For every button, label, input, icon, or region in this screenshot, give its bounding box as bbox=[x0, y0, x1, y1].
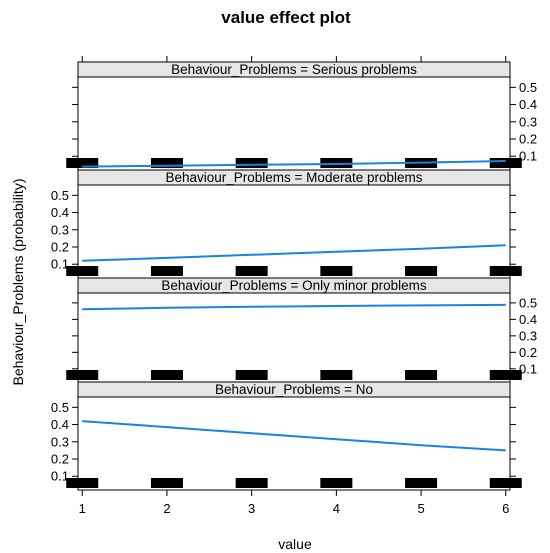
y-tick-label: 0.2 bbox=[51, 452, 69, 467]
y-tick-label: 0.5 bbox=[51, 188, 69, 203]
rug-mark bbox=[489, 158, 522, 168]
x-axis-label: value bbox=[278, 536, 312, 552]
rug-mark bbox=[150, 266, 183, 276]
y-tick-label: 0.4 bbox=[51, 205, 69, 220]
panel-frame bbox=[77, 61, 511, 171]
x-tick-label: 3 bbox=[248, 501, 255, 516]
y-tick-label: 0.1 bbox=[51, 257, 69, 272]
panel-strip bbox=[77, 381, 511, 398]
rug-mark bbox=[66, 478, 99, 488]
y-tick-label: 0.2 bbox=[519, 132, 537, 147]
effect-line bbox=[82, 303, 506, 311]
rug-mark bbox=[235, 478, 268, 488]
x-tick-label: 1 bbox=[79, 501, 86, 516]
y-tick-label: 0.4 bbox=[519, 312, 537, 327]
rug-mark bbox=[320, 370, 353, 380]
rug-mark bbox=[235, 266, 268, 276]
panel-frame bbox=[77, 277, 511, 383]
y-tick-label: 0.3 bbox=[519, 328, 537, 343]
rug-mark bbox=[320, 266, 353, 276]
rug-mark bbox=[405, 370, 438, 380]
x-tick-label: 4 bbox=[333, 501, 340, 516]
y-tick-label: 0.4 bbox=[519, 97, 537, 112]
x-tick-label: 2 bbox=[163, 501, 170, 516]
y-tick-label: 0.5 bbox=[519, 295, 537, 310]
rug-mark bbox=[489, 266, 522, 276]
y-tick-label: 0.3 bbox=[519, 114, 537, 129]
panel-strip bbox=[77, 277, 511, 294]
rug-mark bbox=[66, 158, 99, 168]
rug-mark bbox=[320, 158, 353, 168]
x-axis: 1 2 3 4 5 6 bbox=[79, 56, 509, 516]
y-tick-label: 0.3 bbox=[51, 434, 69, 449]
y-tick-label: 0.2 bbox=[519, 345, 537, 360]
rug-mark bbox=[150, 158, 183, 168]
rug-mark bbox=[489, 370, 522, 380]
y-tick-label: 0.5 bbox=[519, 80, 537, 95]
y-tick-label: 0.2 bbox=[51, 240, 69, 255]
rug-mark bbox=[320, 478, 353, 488]
chart-title: value effect plot bbox=[221, 8, 351, 27]
panel-1: Behaviour_Problems = Serious problems 0.1… bbox=[66, 61, 537, 171]
panel-strip-label: Behaviour_Problems = No bbox=[215, 382, 373, 397]
rug-mark bbox=[150, 478, 183, 488]
rug-mark bbox=[66, 266, 99, 276]
y-tick-label: 0.4 bbox=[51, 417, 69, 432]
y-tick-label: 0.3 bbox=[51, 222, 69, 237]
panel-strip-label: Behaviour_Problems = Only minor problems bbox=[161, 278, 426, 293]
y-axis-label: Behaviour_Problems (probability) bbox=[10, 179, 26, 386]
x-tick-label: 6 bbox=[502, 501, 509, 516]
panel-2: Behaviour_Problems = Moderate problems 0.… bbox=[51, 169, 522, 279]
rug-mark bbox=[405, 478, 438, 488]
panel-strip-label: Behaviour_Problems = Serious problems bbox=[171, 62, 417, 77]
panel-3: Behaviour_Problems = Only minor problems… bbox=[66, 277, 537, 383]
rug-mark bbox=[235, 158, 268, 168]
effect-line bbox=[82, 420, 506, 452]
rug-mark bbox=[66, 370, 99, 380]
panel-frame bbox=[77, 169, 511, 279]
rug-mark bbox=[405, 266, 438, 276]
panels-group: Behaviour_Problems = Serious problems 0.1… bbox=[51, 61, 537, 491]
panel-strip bbox=[77, 169, 511, 186]
rug-mark bbox=[150, 370, 183, 380]
rug-mark bbox=[489, 478, 522, 488]
rug-mark bbox=[235, 370, 268, 380]
y-tick-label: 0.1 bbox=[519, 361, 537, 376]
effect-line bbox=[82, 244, 506, 262]
panel-4: Behaviour_Problems = No 0.1 0.2 0.3 0.4 0.5 bbox=[51, 381, 522, 491]
effect-line bbox=[82, 160, 506, 168]
y-tick-label: 0.5 bbox=[51, 400, 69, 415]
y-tick-label: 0.1 bbox=[519, 149, 537, 164]
y-tick-label: 0.1 bbox=[51, 469, 69, 484]
panel-strip-label: Behaviour_Problems = Moderate problems bbox=[165, 170, 422, 185]
panel-strip bbox=[77, 61, 511, 78]
x-tick-label: 5 bbox=[417, 501, 424, 516]
